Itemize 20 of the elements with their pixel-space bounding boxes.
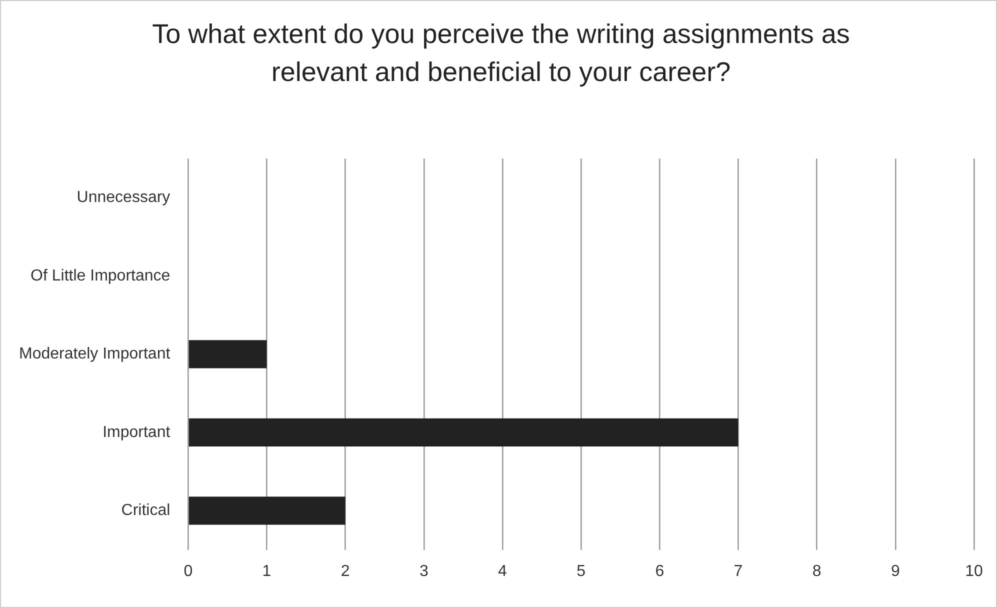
x-tick-label: 4 (498, 562, 508, 580)
x-tick-label: 5 (576, 562, 586, 580)
x-tick-label: 8 (812, 562, 822, 580)
x-tick-label: 10 (965, 562, 983, 580)
y-tick-label: Of Little Importance (30, 267, 170, 284)
y-tick-label: Important (102, 424, 171, 441)
x-tick-label: 2 (340, 562, 350, 580)
x-tick-label: 6 (655, 562, 664, 580)
y-tick-label: Moderately Important (18, 346, 171, 363)
chart-title: To what extent do you perceive the writing assignments as relevant and beneficial to your career? (151, 18, 851, 89)
x-tick-label: 1 (262, 562, 272, 580)
y-tick-label: Critical (121, 502, 170, 520)
bar (188, 340, 267, 368)
y-tick-label: Unnecessary (76, 189, 170, 206)
x-tick-label: 7 (734, 562, 743, 580)
x-tick-label: 9 (890, 562, 900, 580)
x-tick-label: 3 (419, 562, 428, 580)
bar (188, 418, 738, 447)
bar (188, 496, 346, 525)
x-tick-label: 0 (184, 562, 193, 580)
